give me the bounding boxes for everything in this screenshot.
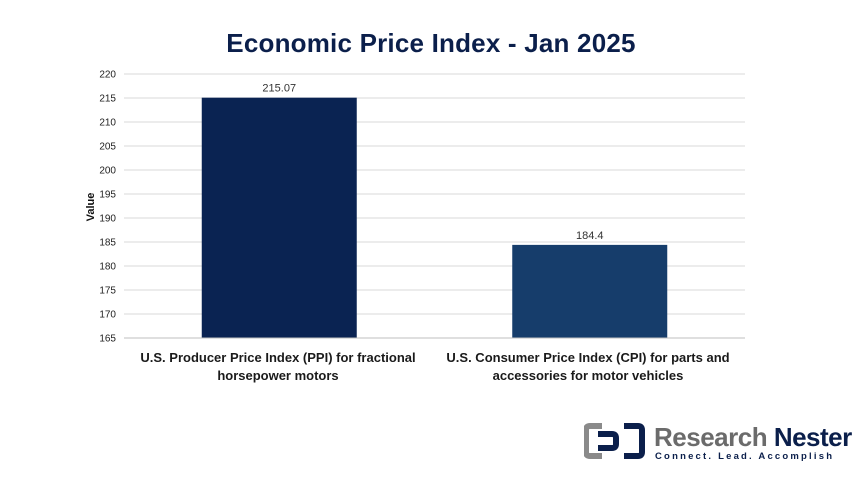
research-nester-logo: Research Nester Connect. Lead. Accomplis…	[584, 420, 852, 464]
logo-name-part2: Nester	[773, 422, 852, 452]
logo-name-part1: Research	[654, 422, 768, 452]
y-axis-title: Value	[85, 193, 97, 222]
y-tick-label: 200	[99, 166, 116, 177]
y-tick-label: 185	[99, 238, 116, 249]
y-tick-label: 215	[99, 94, 116, 105]
y-tick-label: 175	[99, 286, 116, 297]
y-tick-label: 220	[99, 70, 116, 81]
data-labels: 215.07 184.4	[262, 83, 603, 242]
y-tick-label: 205	[99, 142, 116, 153]
category-label-cpi: U.S. Consumer Price Index (CPI) for part…	[446, 350, 730, 383]
y-tick-label: 210	[99, 118, 116, 129]
logo-mark-icon	[584, 423, 645, 459]
logo-tagline: Connect. Lead. Accomplish	[655, 451, 835, 462]
logo-name: Research Nester	[654, 422, 852, 453]
y-tick-label: 190	[99, 214, 116, 225]
bars	[201, 97, 668, 338]
y-tick-label: 170	[99, 310, 116, 321]
chart-title: Economic Price Index - Jan 2025	[226, 28, 636, 58]
data-label-1: 184.4	[576, 230, 604, 242]
y-tick-label: 180	[99, 262, 116, 273]
bar-0	[201, 97, 357, 338]
data-label-0: 215.07	[262, 83, 296, 95]
bar-1	[512, 244, 668, 338]
y-tick-label: 195	[99, 190, 116, 201]
category-label-ppi: U.S. Producer Price Index (PPI) for frac…	[140, 350, 416, 383]
y-tick-labels: 165 170 175 180 185 190 195 200 205 210 215 220	[99, 70, 116, 345]
y-tick-label: 165	[99, 334, 116, 345]
